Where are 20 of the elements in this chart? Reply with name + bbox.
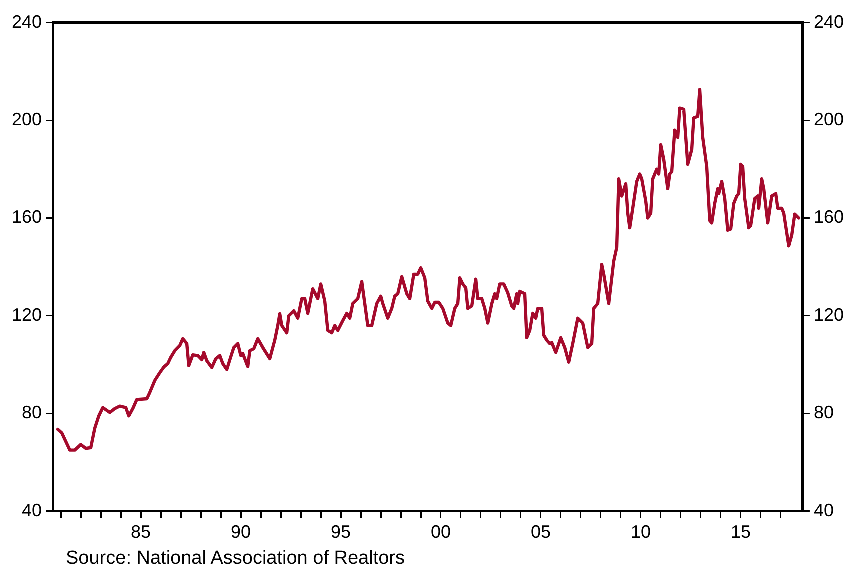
y-tick-label: 160: [12, 207, 42, 228]
y2-tick-label: 240: [814, 12, 844, 32]
x-tick-label: 90: [231, 522, 252, 542]
source-note: Source: National Association of Realtors: [66, 548, 406, 570]
y-tick-label: 40: [22, 500, 42, 520]
x-tick-label: 85: [131, 522, 152, 542]
x-tick-label: 10: [630, 522, 651, 542]
y2-tick-label: 80: [814, 402, 834, 423]
y-tick-label: 200: [12, 109, 42, 130]
x-tick-label: 05: [530, 522, 552, 542]
y2-tick-label: 40: [814, 500, 834, 520]
y-tick-label: 120: [12, 304, 42, 325]
x-tick-label: 00: [430, 522, 452, 542]
y2-tick-label: 160: [814, 207, 844, 228]
x-tick-label: 15: [730, 522, 751, 542]
y2-tick-label: 120: [814, 304, 844, 325]
y-tick-label: 240: [12, 12, 42, 32]
y2-tick-label: 200: [814, 109, 844, 130]
x-tick-label: 95: [330, 522, 352, 542]
y-tick-label: 80: [22, 402, 42, 423]
